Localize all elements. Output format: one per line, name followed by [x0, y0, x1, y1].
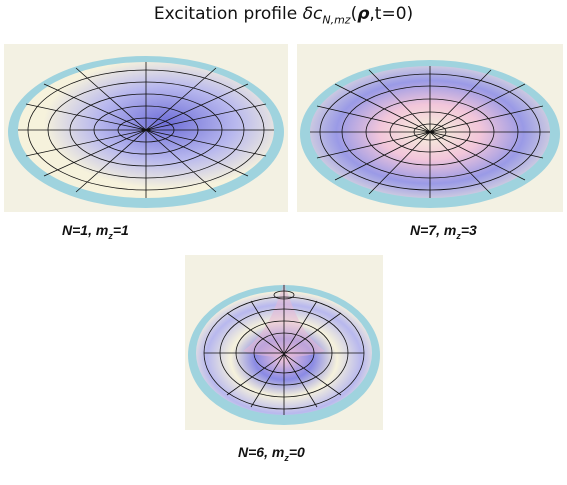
figure-title: Excitation profile δcN,mz(ρ,t=0) — [0, 4, 567, 26]
caption-n6-m0: N=6, mz=0 — [238, 444, 305, 463]
title-rho: ρ — [357, 4, 370, 24]
surface-plot-n7-m3 — [297, 44, 563, 212]
title-subscript: N,mz — [322, 13, 351, 27]
surface-plot-n1-m1 — [4, 44, 288, 212]
title-suffix: ,t=0) — [369, 4, 414, 24]
caption-n1-m1: N=1, mz=1 — [62, 222, 129, 241]
title-open-paren: ( — [350, 4, 358, 24]
title-symbol: δc — [302, 4, 323, 24]
caption-n7-m3: N=7, mz=3 — [410, 222, 477, 241]
title-prefix: Excitation profile — [153, 4, 303, 24]
surface-plot-n6-m0 — [185, 255, 383, 430]
